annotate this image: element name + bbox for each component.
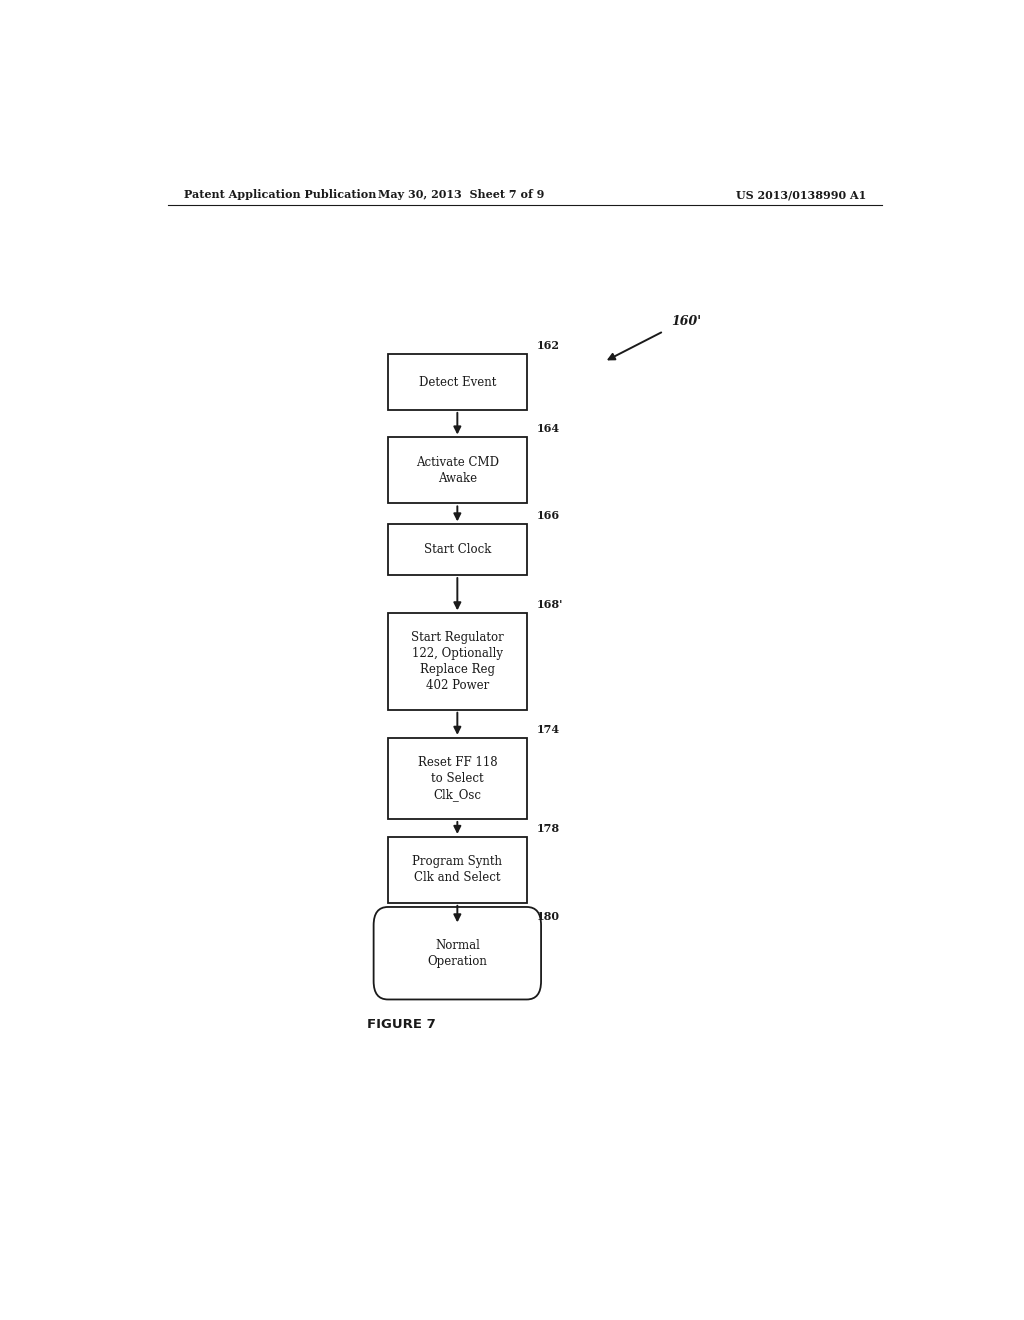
Text: Start Regulator
122, Optionally
Replace Reg
402 Power: Start Regulator 122, Optionally Replace … (411, 631, 504, 692)
Text: 180: 180 (537, 911, 559, 923)
FancyBboxPatch shape (388, 837, 526, 903)
Text: 162: 162 (537, 341, 559, 351)
Text: 160': 160' (672, 314, 701, 327)
Text: Patent Application Publication: Patent Application Publication (183, 190, 376, 201)
FancyBboxPatch shape (388, 354, 526, 411)
FancyBboxPatch shape (388, 738, 526, 818)
Text: US 2013/0138990 A1: US 2013/0138990 A1 (736, 190, 866, 201)
Text: Program Synth
Clk and Select: Program Synth Clk and Select (413, 855, 503, 884)
Text: Activate CMD
Awake: Activate CMD Awake (416, 455, 499, 484)
Text: Start Clock: Start Clock (424, 544, 492, 556)
Text: 168': 168' (537, 599, 562, 610)
Text: Normal
Operation: Normal Operation (427, 939, 487, 968)
Text: 178: 178 (537, 822, 559, 834)
Text: May 30, 2013  Sheet 7 of 9: May 30, 2013 Sheet 7 of 9 (378, 190, 545, 201)
Text: FIGURE 7: FIGURE 7 (368, 1018, 436, 1031)
Text: 166: 166 (537, 511, 559, 521)
FancyBboxPatch shape (388, 524, 526, 576)
FancyBboxPatch shape (374, 907, 541, 999)
FancyBboxPatch shape (388, 614, 526, 710)
FancyBboxPatch shape (388, 437, 526, 503)
Text: Detect Event: Detect Event (419, 375, 496, 388)
Text: Reset FF 118
to Select
Clk_Osc: Reset FF 118 to Select Clk_Osc (418, 756, 498, 801)
Text: 174: 174 (537, 723, 559, 735)
Text: 164: 164 (537, 424, 559, 434)
